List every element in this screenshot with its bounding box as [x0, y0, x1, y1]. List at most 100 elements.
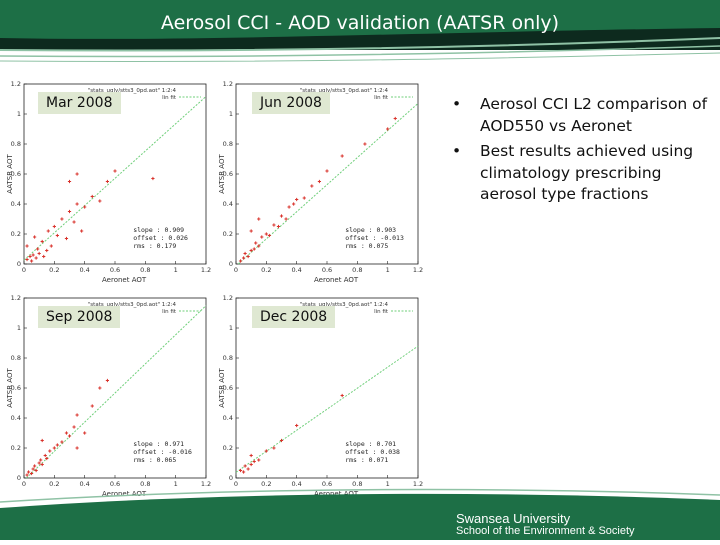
- data-point: [37, 461, 41, 465]
- data-point: [67, 434, 72, 438]
- data-point: [295, 197, 299, 202]
- y-tick-label: 0.8: [223, 354, 233, 362]
- data-point: [243, 251, 247, 256]
- data-point: [238, 259, 243, 263]
- data-point: [252, 459, 256, 464]
- bullet-item: • Aerosol CCI L2 comparison of AOD550 vs …: [452, 94, 714, 137]
- data-point: [43, 453, 47, 458]
- data-point: [241, 470, 246, 474]
- data-point: [386, 127, 390, 131]
- data-point: [264, 232, 268, 236]
- x-tick-label: 0.8: [140, 480, 150, 488]
- header-stripe-1: [0, 37, 720, 52]
- scatter-plot-mar-2008: 0 0.2 0.4 0.6 0.8 1 1.2 0 0.2 0.4 0.6 0.8 1 1.2 Aerone…: [4, 76, 216, 286]
- data-point: [238, 468, 243, 473]
- data-point: [72, 425, 76, 429]
- x-axis-label: Aeronet AOT: [314, 276, 359, 284]
- data-point: [90, 404, 94, 408]
- data-point: [45, 456, 49, 461]
- data-point: [241, 256, 246, 260]
- plot-title: "stats_ugly/stts3_0pd.aot" 1:2:4: [88, 302, 177, 308]
- data-point: [325, 169, 329, 173]
- data-point: [40, 438, 44, 443]
- fit-stats-line: slope : 0.903: [345, 226, 396, 234]
- data-point: [113, 169, 117, 173]
- x-tick-label: 0.8: [352, 480, 362, 488]
- x-tick-label: 0.2: [261, 266, 271, 274]
- bullet-dot: •: [452, 95, 462, 113]
- data-point: [40, 462, 44, 467]
- y-tick-label: 0: [229, 260, 233, 268]
- y-tick-label: 0.6: [223, 170, 233, 178]
- y-tick-label: 0: [229, 474, 233, 482]
- legend-label: lin fit: [162, 309, 177, 315]
- header-green-wave: [0, 0, 720, 39]
- data-point: [52, 224, 56, 229]
- university-name: Swansea University: [456, 511, 571, 526]
- x-tick-label: 0.8: [352, 266, 362, 274]
- header-background: [0, 0, 720, 63]
- plot-frame: [235, 297, 419, 479]
- y-axis-label: AATSR AOT: [6, 368, 14, 408]
- y-tick-label: 0.4: [11, 200, 21, 208]
- x-tick-label: 0.6: [110, 480, 120, 488]
- data-point: [310, 184, 314, 188]
- x-tick-label: 1.2: [201, 266, 211, 274]
- y-tick-label: 1: [229, 110, 233, 118]
- x-tick-label: 0.2: [49, 266, 59, 274]
- y-tick-label: 0.6: [223, 384, 233, 392]
- bullet-dot: •: [452, 142, 462, 160]
- data-point: [36, 247, 40, 251]
- data-point: [34, 468, 38, 473]
- legend-label: lin fit: [162, 95, 177, 101]
- y-tick-label: 1.2: [223, 80, 233, 88]
- scatter-plot-jun-2008: 0 0.2 0.4 0.6 0.8 1 1.2 0 0.2 0.4 0.6 0.8 1 1.2 Aerone…: [216, 76, 428, 286]
- bullet-text: Aerosol CCI L2 comparison of AOD550 vs A…: [480, 95, 708, 135]
- y-tick-label: 0: [17, 474, 21, 482]
- data-point: [363, 142, 367, 146]
- y-tick-label: 0.6: [11, 384, 21, 392]
- bullet-text: Best results achieved using climatology …: [480, 142, 694, 203]
- plot-svg: 0 0.2 0.4 0.6 0.8 1 1.2 0 0.2 0.4 0.6 0.8 1 1.2 Aerone…: [6, 294, 211, 498]
- data-point: [279, 214, 284, 218]
- x-tick-label: 0.4: [291, 266, 301, 274]
- footer-stripe: [0, 488, 720, 503]
- data-point: [246, 254, 250, 259]
- y-tick-label: 0.8: [11, 140, 21, 148]
- header-stripe-2: [0, 45, 720, 58]
- data-point: [267, 233, 271, 238]
- data-point: [31, 253, 35, 257]
- x-tick-label: 1.2: [413, 266, 423, 274]
- x-tick-label: 1.2: [201, 480, 211, 488]
- data-point: [31, 467, 35, 471]
- data-point: [295, 423, 299, 428]
- y-tick-label: 0.4: [223, 414, 233, 422]
- x-tick-label: 0.2: [49, 480, 59, 488]
- month-label-jun: Jun 2008: [252, 92, 330, 114]
- x-tick-label: 1.2: [413, 480, 423, 488]
- plot-title: "stats_ugly/stts3_0pd.aot" 1:2:4: [300, 88, 389, 94]
- data-point: [249, 462, 253, 467]
- data-point: [55, 233, 59, 238]
- month-label-sep: Sep 2008: [38, 306, 121, 328]
- data-point: [254, 241, 258, 245]
- y-tick-label: 1: [17, 110, 21, 118]
- data-point: [37, 251, 41, 256]
- y-tick-label: 0: [17, 260, 21, 268]
- fit-stats-line: offset : -0.013: [345, 234, 404, 242]
- x-axis-label: Aeronet AOT: [102, 490, 147, 498]
- data-point: [67, 179, 72, 184]
- data-point: [83, 205, 87, 209]
- scatter-plot-dec-2008: 0 0.2 0.4 0.6 0.8 1 1.2 0 0.2 0.4 0.6 0.8 1 1.2 Aerone…: [216, 290, 428, 500]
- data-point: [98, 199, 102, 203]
- data-point: [26, 470, 31, 474]
- data-point: [25, 257, 29, 262]
- y-tick-label: 0.8: [223, 140, 233, 148]
- data-point: [39, 458, 43, 462]
- data-point: [246, 467, 250, 471]
- data-point: [292, 202, 296, 206]
- x-tick-label: 0: [234, 266, 238, 274]
- data-point: [60, 440, 64, 444]
- data-point: [264, 449, 268, 453]
- data-point: [55, 443, 59, 447]
